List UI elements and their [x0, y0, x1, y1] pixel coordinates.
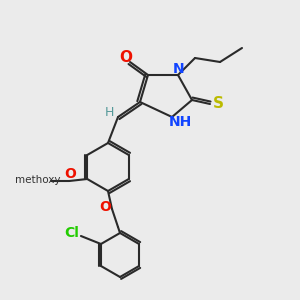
Text: NH: NH — [168, 115, 192, 129]
Text: N: N — [173, 62, 185, 76]
Text: O: O — [64, 167, 76, 181]
Text: O: O — [119, 50, 133, 64]
Text: Cl: Cl — [64, 226, 80, 240]
Text: H: H — [104, 106, 114, 118]
Text: S: S — [212, 95, 224, 110]
Text: O: O — [99, 200, 111, 214]
Text: methoxy: methoxy — [16, 175, 61, 185]
